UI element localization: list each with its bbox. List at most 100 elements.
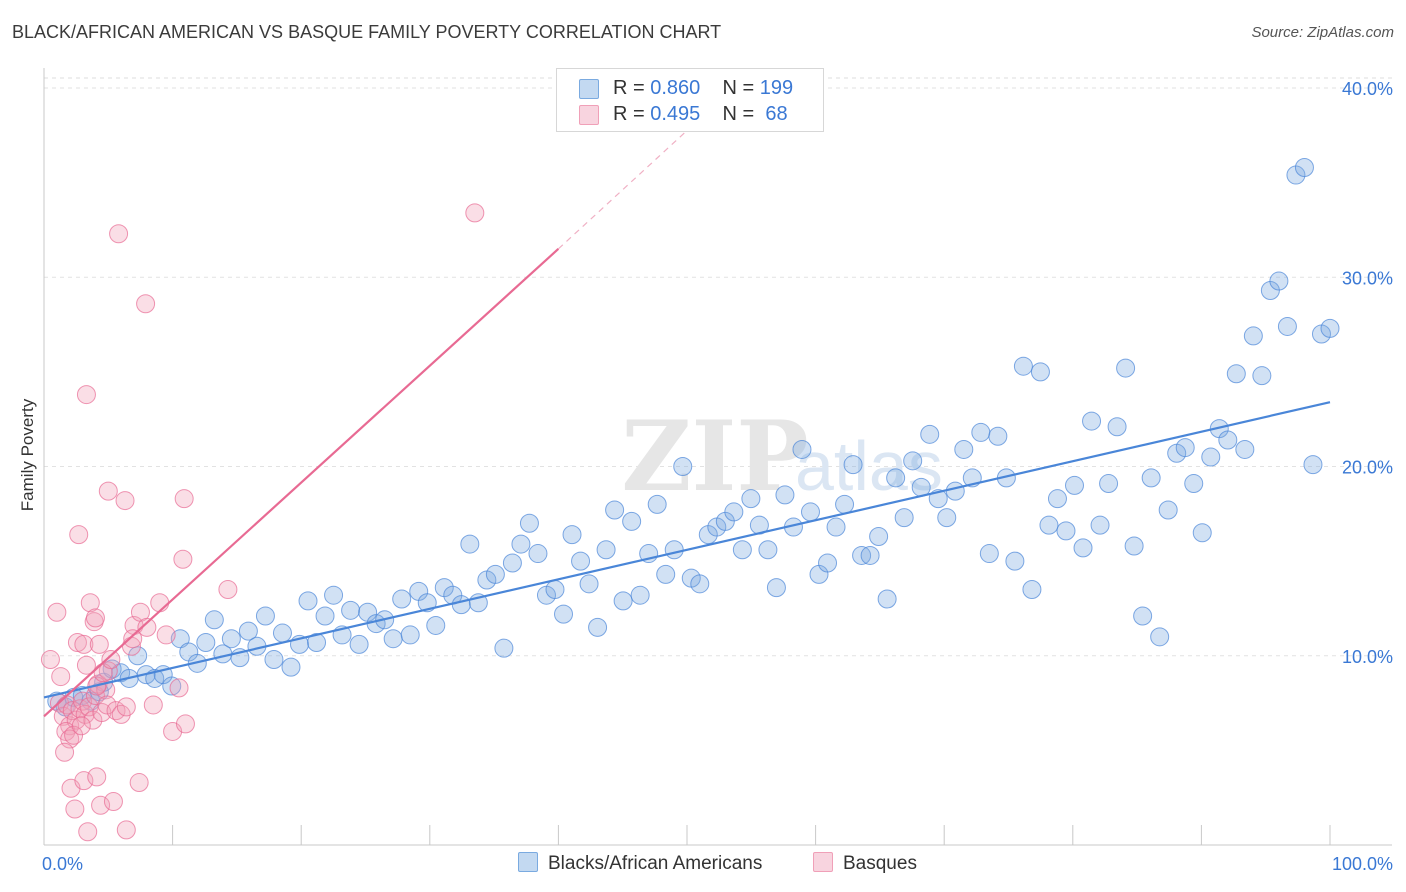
data-point-blacks [1133, 606, 1153, 626]
data-point-blacks [920, 424, 940, 444]
data-point-basques [80, 593, 100, 613]
n-label: N = [722, 103, 760, 125]
data-point-blacks [392, 589, 412, 609]
data-point-blacks [605, 500, 625, 520]
legend-swatch-blacks [579, 79, 599, 99]
r-label: R = [613, 77, 651, 99]
source-label: Source: ZipAtlas.com [1251, 24, 1394, 41]
data-point-blacks [818, 553, 838, 573]
data-point-basques [123, 629, 143, 649]
data-point-blacks [162, 676, 182, 696]
data-point-basques [64, 725, 84, 745]
data-point-blacks [1107, 417, 1127, 437]
data-point-blacks [1082, 411, 1102, 431]
data-point-blacks [945, 481, 965, 501]
data-point-blacks [988, 426, 1008, 446]
data-point-basques [87, 767, 107, 787]
data-point-blacks [511, 534, 531, 554]
data-point-blacks [349, 634, 369, 654]
data-point-blacks [1022, 580, 1042, 600]
data-point-blacks [238, 621, 258, 641]
data-point-blacks [886, 468, 906, 488]
data-point-blacks [588, 617, 608, 637]
data-point-blacks [264, 650, 284, 670]
data-point-blacks [315, 606, 335, 626]
data-point-blacks [528, 544, 548, 564]
data-point-basques [106, 701, 126, 721]
data-point-blacks [1201, 447, 1221, 467]
data-point-blacks [971, 422, 991, 442]
data-point-basques [174, 489, 194, 509]
data-point-blacks [758, 540, 778, 560]
data-point-blacks [775, 485, 795, 505]
data-point-basques [97, 695, 117, 715]
trend-line-basques [43, 248, 560, 718]
data-point-basques [69, 525, 89, 545]
data-point-basques [143, 695, 163, 715]
bottom-legend-label: Basques [843, 853, 917, 874]
data-point-blacks [673, 457, 693, 476]
data-point-basques [76, 655, 96, 675]
y-tick-label: 30.0% [1342, 268, 1393, 288]
data-point-basques [65, 799, 85, 819]
data-point-blacks [1277, 316, 1297, 336]
data-point-blacks [1065, 475, 1085, 495]
data-point-basques [169, 678, 189, 698]
watermark-atlas: atlas [795, 427, 943, 505]
data-point-blacks [571, 551, 591, 571]
data-point-basques [91, 795, 111, 815]
data-point-blacks [1269, 271, 1289, 291]
data-point-basques [40, 650, 60, 670]
data-point-basques [137, 617, 157, 637]
n-value: 68 [759, 103, 788, 125]
data-point-blacks [1192, 523, 1212, 543]
n-value: 199 [759, 77, 794, 99]
data-point-basques [109, 224, 129, 244]
data-point-blacks [1056, 521, 1076, 541]
data-point-blacks [664, 540, 684, 560]
data-point-blacks [494, 638, 514, 658]
data-point-blacks [272, 623, 292, 643]
data-point-basques [218, 580, 238, 600]
data-point-blacks [485, 564, 505, 584]
legend-swatch-basques [579, 105, 599, 125]
data-point-blacks [732, 540, 752, 560]
data-point-blacks [562, 525, 582, 545]
data-point-basques [78, 822, 98, 842]
data-point-blacks [426, 615, 446, 635]
data-point-blacks [1320, 318, 1340, 338]
n-label: N = [722, 77, 760, 99]
data-point-blacks [596, 540, 616, 560]
bottom-legend-basques: Basques [813, 852, 917, 875]
data-point-blacks [1005, 551, 1025, 571]
data-point-basques [74, 771, 94, 791]
data-point-blacks [307, 633, 327, 653]
trend-line-blacks [43, 401, 1331, 699]
data-point-blacks [255, 606, 275, 626]
data-point-basques [156, 625, 176, 645]
data-point-basques [53, 706, 73, 726]
data-point-blacks [1047, 489, 1067, 509]
data-point-basques [116, 697, 136, 717]
data-point-blacks [766, 578, 786, 598]
data-point-basques [98, 481, 118, 501]
r-label: R = [613, 103, 651, 125]
data-point-blacks [1030, 362, 1050, 382]
data-point-blacks [1116, 358, 1136, 378]
data-point-blacks [1226, 364, 1246, 384]
data-point-blacks [792, 439, 812, 459]
data-point-basques [115, 491, 135, 511]
data-point-basques [103, 791, 123, 811]
r-value: 0.860 [650, 77, 701, 99]
bottom-legend-swatch-basques [813, 852, 833, 872]
data-point-blacks [979, 544, 999, 564]
data-point-blacks [1218, 430, 1238, 450]
data-point-blacks [630, 585, 650, 605]
trend-line-basques-extension [557, 106, 714, 250]
data-point-blacks [1124, 536, 1144, 556]
data-point-basques [101, 650, 121, 670]
data-point-basques [465, 203, 485, 223]
data-point-blacks [1175, 438, 1195, 458]
watermark: ZIP [621, 400, 808, 513]
